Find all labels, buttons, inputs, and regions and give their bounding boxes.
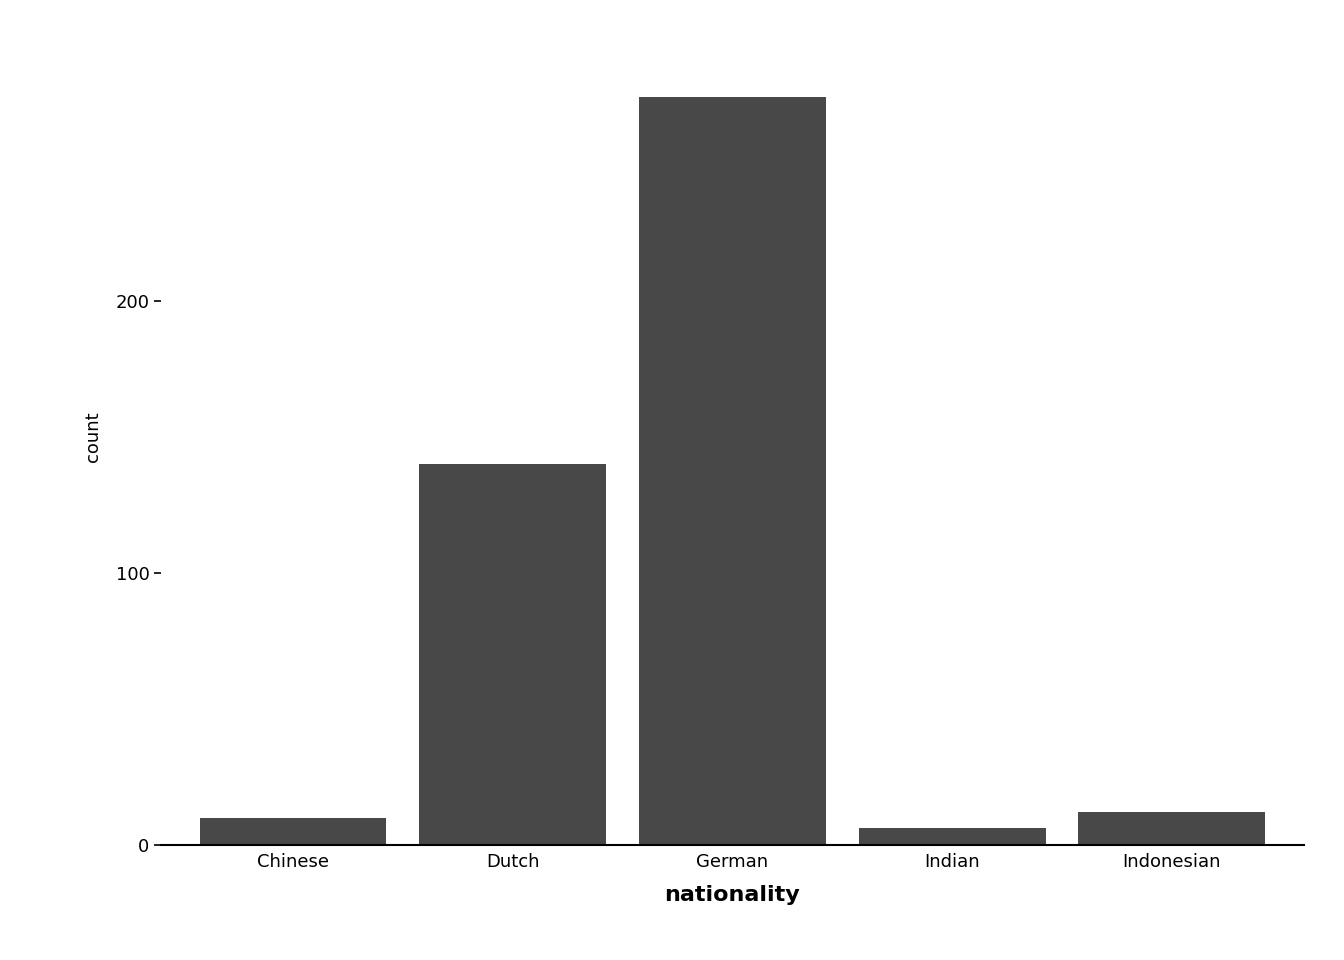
Bar xyxy=(1078,812,1265,845)
Bar xyxy=(419,464,606,845)
Bar xyxy=(200,818,387,845)
Bar xyxy=(640,97,825,845)
Bar xyxy=(859,828,1046,845)
X-axis label: nationality: nationality xyxy=(664,885,801,905)
Y-axis label: count: count xyxy=(83,412,102,462)
